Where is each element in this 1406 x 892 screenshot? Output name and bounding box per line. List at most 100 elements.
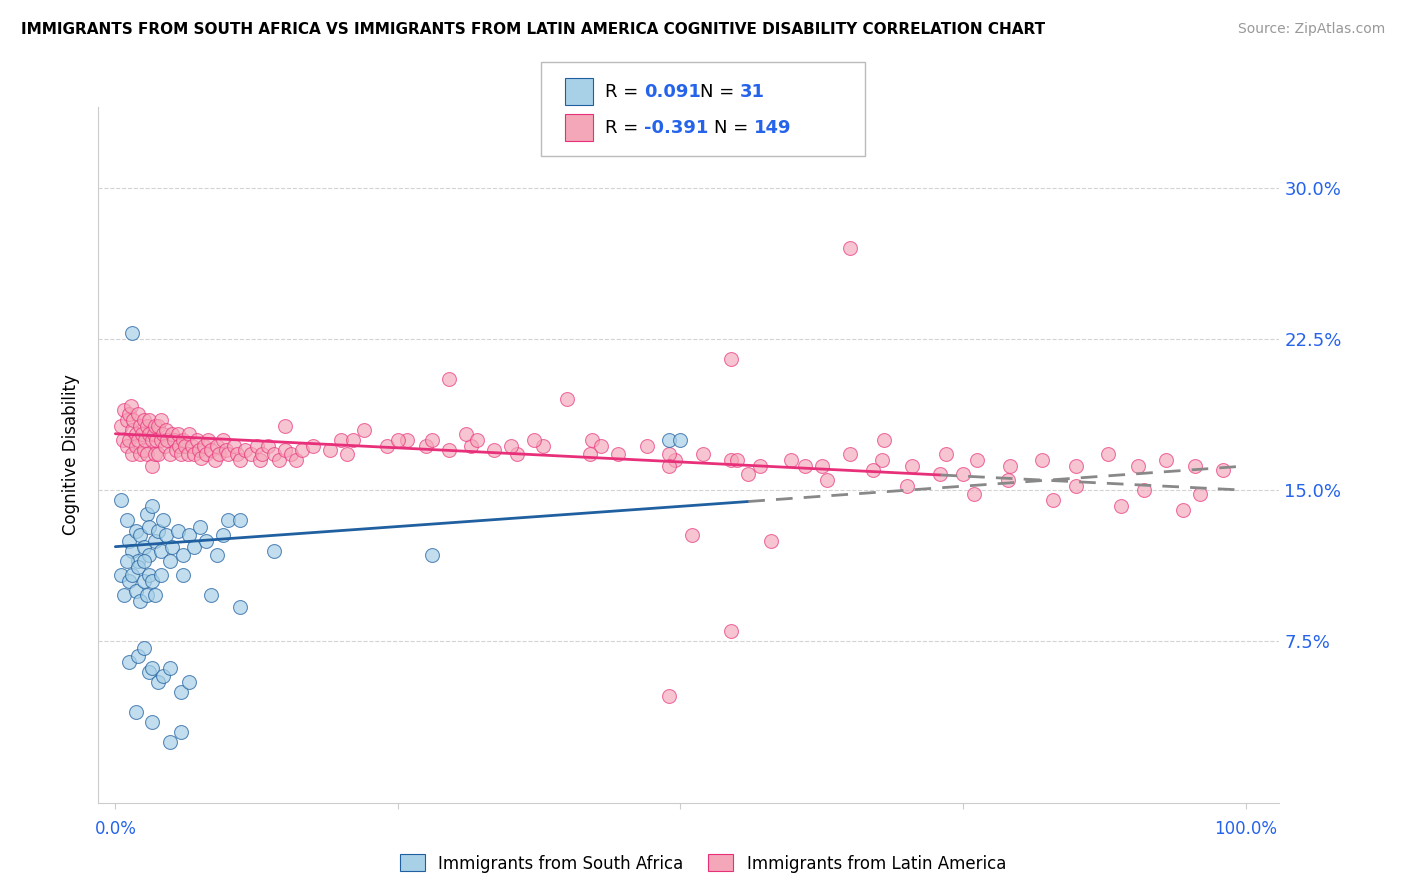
Point: [720, 352, 742, 367]
Point: [183, 447, 205, 461]
Point: [153, 439, 176, 453]
Point: [420, 433, 443, 447]
Point: [118, 574, 141, 588]
Point: [143, 418, 166, 433]
Point: [143, 533, 166, 548]
Point: [174, 439, 197, 453]
Point: [112, 588, 135, 602]
Point: [1128, 458, 1150, 473]
Point: [896, 479, 918, 493]
Point: [152, 669, 174, 683]
Point: [375, 439, 398, 453]
Point: [1064, 458, 1087, 473]
Point: [966, 453, 988, 467]
Point: [658, 689, 681, 703]
Point: [839, 241, 862, 255]
Point: [437, 372, 460, 386]
Point: [233, 442, 256, 457]
Point: [901, 458, 924, 473]
Point: [145, 433, 167, 447]
Point: [149, 412, 172, 426]
Point: [115, 412, 138, 426]
Point: [156, 433, 179, 447]
Point: [252, 447, 274, 461]
Text: -0.391: -0.391: [644, 119, 709, 136]
Point: [336, 447, 359, 461]
Point: [211, 433, 233, 447]
Point: [1042, 493, 1064, 508]
Point: [160, 540, 183, 554]
Point: [302, 439, 325, 453]
Point: [330, 433, 353, 447]
Point: [141, 574, 163, 588]
Point: [127, 407, 149, 421]
Point: [1133, 483, 1156, 498]
Point: [129, 527, 152, 541]
Point: [166, 524, 188, 538]
Point: [200, 442, 222, 457]
Point: [194, 533, 217, 548]
Point: [136, 588, 159, 602]
Point: [125, 584, 148, 599]
Point: [257, 439, 280, 453]
Point: [121, 447, 143, 461]
Point: [183, 540, 205, 554]
Point: [664, 453, 686, 467]
Point: [204, 453, 226, 467]
Point: [1184, 458, 1206, 473]
Point: [159, 447, 181, 461]
Point: [454, 426, 477, 441]
Point: [460, 439, 482, 453]
Point: [737, 467, 759, 481]
Point: [166, 426, 188, 441]
Point: [132, 640, 155, 655]
Point: [129, 418, 152, 433]
Point: [122, 412, 145, 426]
Point: [1212, 463, 1234, 477]
Point: [129, 594, 152, 608]
Point: [142, 426, 165, 441]
Point: [141, 500, 163, 514]
Point: [342, 433, 364, 447]
Point: [197, 433, 219, 447]
Point: [120, 399, 142, 413]
Point: [110, 568, 132, 582]
Point: [188, 442, 211, 457]
Text: 31: 31: [740, 83, 765, 101]
Point: [190, 450, 212, 465]
Point: [870, 453, 893, 467]
Point: [155, 423, 177, 437]
Point: [115, 439, 138, 453]
Point: [188, 519, 211, 533]
Point: [163, 433, 186, 447]
Point: [136, 508, 159, 522]
Point: [129, 447, 152, 461]
Text: 100.0%: 100.0%: [1213, 821, 1277, 838]
Point: [127, 559, 149, 574]
Point: [815, 473, 838, 487]
Point: [143, 447, 166, 461]
Point: [127, 554, 149, 568]
Point: [387, 433, 409, 447]
Point: [125, 705, 148, 719]
Point: [720, 624, 742, 639]
Point: [138, 426, 160, 441]
Point: [228, 453, 250, 467]
Point: [669, 433, 692, 447]
Point: [228, 513, 250, 527]
Point: [274, 442, 297, 457]
Point: [121, 543, 143, 558]
Point: [482, 442, 505, 457]
Point: [725, 453, 748, 467]
Point: [112, 433, 135, 447]
Point: [1156, 453, 1178, 467]
Text: 149: 149: [754, 119, 792, 136]
Point: [149, 568, 172, 582]
Point: [131, 426, 153, 441]
Point: [132, 540, 155, 554]
Point: [148, 674, 170, 689]
Point: [172, 548, 194, 562]
Point: [141, 458, 163, 473]
Point: [115, 513, 138, 527]
Point: [935, 447, 957, 461]
